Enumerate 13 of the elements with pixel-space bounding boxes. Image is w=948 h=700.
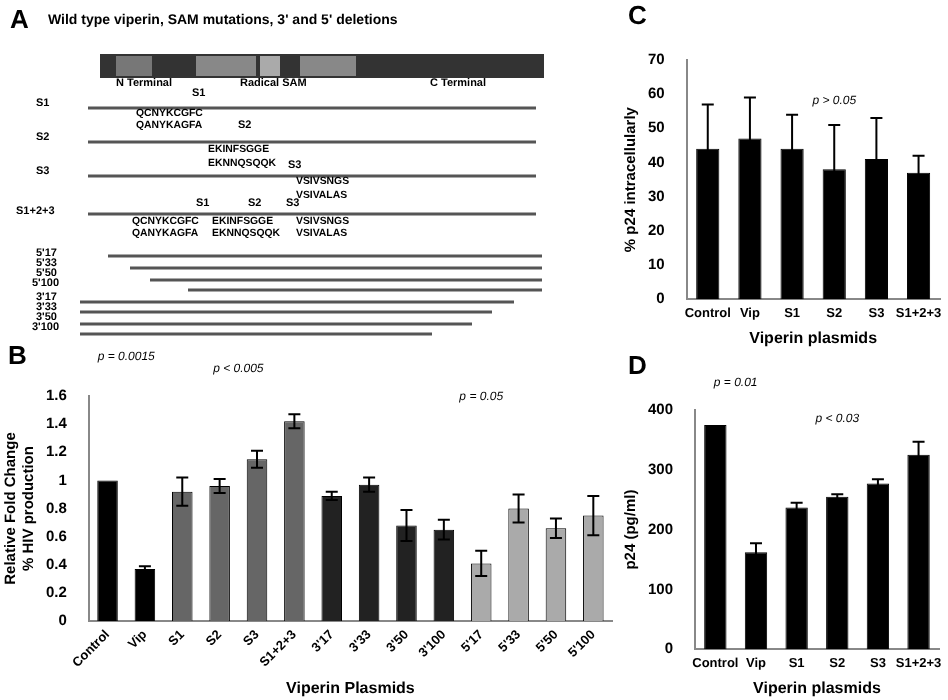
bar <box>826 496 849 650</box>
x-axis-title: Viperin Plasmids <box>286 678 416 697</box>
bar <box>97 480 118 622</box>
chart-title: D <box>628 350 647 380</box>
chart-title: B <box>8 340 27 370</box>
chart-title: C <box>628 0 647 30</box>
bar <box>866 483 890 650</box>
bar <box>785 507 808 650</box>
bar <box>134 569 156 622</box>
text: A <box>10 4 29 34</box>
x-axis-title: Viperin plasmids <box>753 678 882 697</box>
x-axis-title: Viperin plasmids <box>749 328 879 347</box>
bar <box>704 424 727 650</box>
